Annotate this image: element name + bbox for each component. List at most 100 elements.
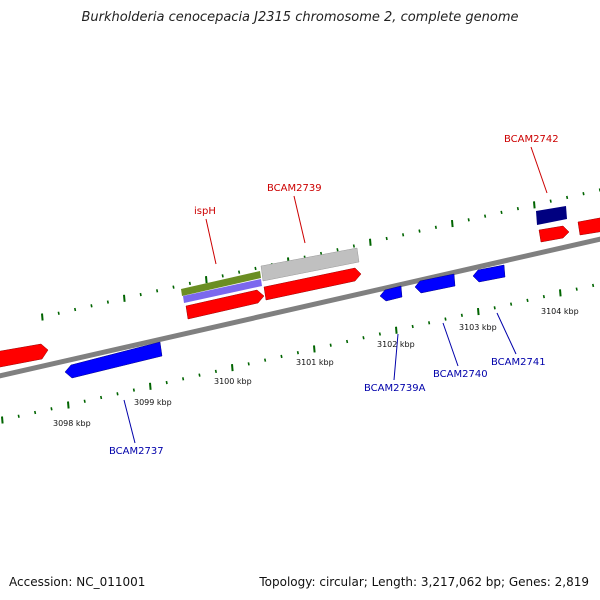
major-tick xyxy=(559,289,562,297)
forward-gene[interactable] xyxy=(0,343,49,368)
minor-tick xyxy=(460,313,463,317)
leader-line xyxy=(530,146,548,194)
major-tick xyxy=(451,219,454,228)
minor-tick xyxy=(329,343,332,347)
leader-line xyxy=(293,195,306,244)
minor-tick xyxy=(549,199,552,203)
minor-tick xyxy=(362,336,365,340)
minor-tick xyxy=(566,195,569,200)
reverse-gene-bcam2739a[interactable] xyxy=(379,285,403,302)
minor-tick xyxy=(264,358,267,362)
minor-tick xyxy=(402,233,405,237)
minor-tick xyxy=(214,369,217,374)
major-tick xyxy=(313,345,316,353)
minor-tick xyxy=(434,225,437,229)
accession-label: Accession: NC_011001 xyxy=(9,575,146,589)
minor-tick xyxy=(336,248,339,252)
genome-summary: Topology: circular; Length: 3,217,062 bp… xyxy=(259,575,589,589)
minor-tick xyxy=(582,192,585,196)
minor-tick xyxy=(542,294,545,299)
feature-purple-bar[interactable] xyxy=(183,279,262,303)
minor-tick xyxy=(467,218,470,222)
leader-line xyxy=(442,322,459,367)
minor-tick xyxy=(221,274,224,278)
minor-tick xyxy=(428,321,431,325)
minor-tick xyxy=(500,210,503,215)
minor-tick xyxy=(90,304,93,308)
leader-line xyxy=(205,218,217,265)
leader-line xyxy=(393,333,399,381)
minor-tick xyxy=(280,354,283,359)
major-tick xyxy=(395,326,398,334)
major-tick xyxy=(533,201,536,209)
reverse-gene-bcam2741[interactable] xyxy=(472,264,506,283)
tick-label: 3101 kbp xyxy=(296,358,334,367)
map-title: Burkholderia cenocepacia J2315 chromosom… xyxy=(81,10,519,25)
minor-tick xyxy=(385,236,388,241)
minor-tick xyxy=(106,300,109,304)
forward-gene[interactable] xyxy=(538,225,570,243)
minor-tick xyxy=(172,285,175,289)
major-tick xyxy=(149,382,152,390)
tick-label: 3099 kbp xyxy=(134,398,172,407)
reverse-gene-bcam2740[interactable] xyxy=(414,273,456,294)
gene-label-bcam2739a: BCAM2739A xyxy=(364,383,426,394)
forward-gene-isph[interactable] xyxy=(185,289,265,320)
minor-tick xyxy=(156,289,159,293)
major-tick xyxy=(41,313,44,321)
minor-tick xyxy=(198,373,201,377)
leader-line xyxy=(123,399,136,444)
major-tick xyxy=(1,416,4,424)
minor-tick xyxy=(346,339,349,344)
minor-tick xyxy=(418,229,421,233)
feature-green-bar[interactable] xyxy=(181,271,261,296)
minor-tick xyxy=(592,283,595,288)
feature-grey-bar[interactable] xyxy=(260,247,360,282)
minor-tick xyxy=(484,214,487,218)
minor-tick xyxy=(100,395,103,400)
minor-tick xyxy=(132,388,135,392)
gene-bcam2742[interactable] xyxy=(536,206,567,225)
minor-tick xyxy=(254,266,257,271)
minor-tick xyxy=(510,302,513,306)
major-tick xyxy=(205,276,208,284)
tick-label: 3103 kbp xyxy=(459,323,497,332)
minor-tick xyxy=(378,332,381,336)
minor-tick xyxy=(17,414,20,418)
gene-label-bcam2739: BCAM2739 xyxy=(267,183,322,194)
minor-tick xyxy=(116,392,119,396)
minor-tick xyxy=(238,270,241,274)
major-tick xyxy=(67,401,70,409)
gene-label-bcam2741: BCAM2741 xyxy=(491,357,546,368)
minor-tick xyxy=(188,281,191,286)
tick-label: 3104 kbp xyxy=(541,307,579,316)
minor-tick xyxy=(165,380,168,385)
forward-gene[interactable] xyxy=(577,217,600,236)
minor-tick xyxy=(74,307,77,312)
leader-line xyxy=(496,312,517,355)
minor-tick xyxy=(83,399,86,403)
minor-tick xyxy=(411,324,414,329)
minor-tick xyxy=(182,377,185,381)
tick-label: 3098 kbp xyxy=(53,419,91,428)
gene-label-bcam2740: BCAM2740 xyxy=(433,369,488,380)
minor-tick xyxy=(139,292,142,297)
genome-axis xyxy=(0,236,600,379)
minor-tick xyxy=(34,410,37,415)
tick-label: 3100 kbp xyxy=(214,377,252,386)
minor-tick xyxy=(575,287,578,291)
major-tick xyxy=(369,238,372,246)
minor-tick xyxy=(516,206,519,211)
tick-row-lower xyxy=(1,283,595,424)
gene-label-bcam2742: BCAM2742 xyxy=(504,134,559,145)
gene-label-bcam2737: BCAM2737 xyxy=(109,446,164,457)
reverse-gene-bcam2737[interactable] xyxy=(64,341,163,379)
major-tick xyxy=(231,364,234,372)
forward-gene-bcam2739[interactable] xyxy=(263,267,362,301)
minor-tick xyxy=(50,407,53,411)
minor-tick xyxy=(57,311,60,315)
minor-tick xyxy=(526,298,529,303)
minor-tick xyxy=(296,351,299,355)
gene-label-isph: ispH xyxy=(194,206,216,217)
